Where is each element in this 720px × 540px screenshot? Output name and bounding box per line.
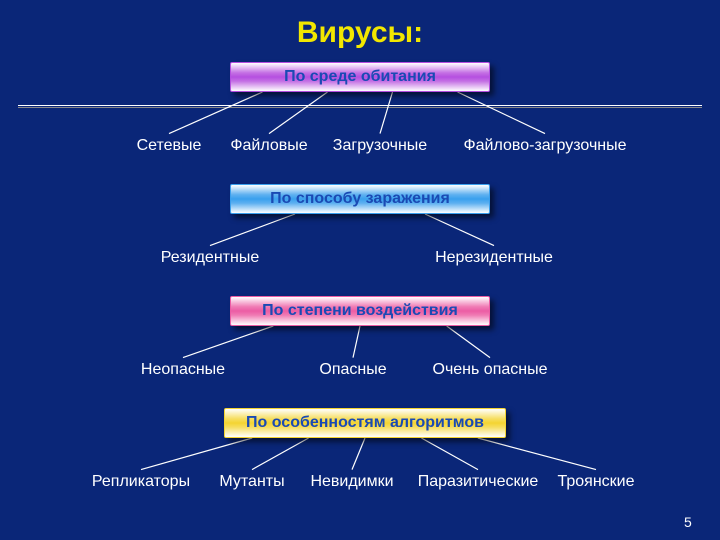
item-infection-0: Резидентные bbox=[161, 249, 259, 267]
item-habitat-2: Загрузочные bbox=[333, 137, 427, 155]
item-habitat-3: Файлово-загрузочные bbox=[463, 137, 626, 155]
item-algorithm-0: Репликаторы bbox=[92, 473, 190, 491]
item-algorithm-1: Мутанты bbox=[219, 473, 284, 491]
item-habitat-1: Файловые bbox=[230, 137, 307, 155]
slide: Вирусы: По среде обитания По способу зара… bbox=[0, 0, 720, 540]
category-infection: По способу заражения bbox=[230, 184, 490, 214]
category-habitat: По среде обитания bbox=[230, 62, 490, 92]
horizontal-rule bbox=[18, 105, 702, 108]
category-impact: По степени воздействия bbox=[230, 296, 490, 326]
item-algorithm-3: Паразитические bbox=[418, 473, 539, 491]
item-impact-1: Опасные bbox=[319, 361, 386, 379]
item-algorithm-2: Невидимки bbox=[310, 473, 393, 491]
item-impact-2: Очень опасные bbox=[433, 361, 548, 379]
category-label: По способу заражения bbox=[270, 190, 450, 208]
category-label: По среде обитания bbox=[284, 68, 436, 86]
slide-title: Вирусы: bbox=[0, 16, 720, 50]
item-infection-1: Нерезидентные bbox=[435, 249, 553, 267]
category-label: По степени воздействия bbox=[262, 302, 458, 320]
item-algorithm-4: Троянские bbox=[557, 473, 634, 491]
category-algorithm: По особенностям алгоритмов bbox=[224, 408, 506, 438]
item-impact-0: Неопасные bbox=[141, 361, 225, 379]
category-label: По особенностям алгоритмов bbox=[246, 414, 484, 432]
item-habitat-0: Сетевые bbox=[137, 137, 202, 155]
page-number: 5 bbox=[684, 514, 692, 530]
